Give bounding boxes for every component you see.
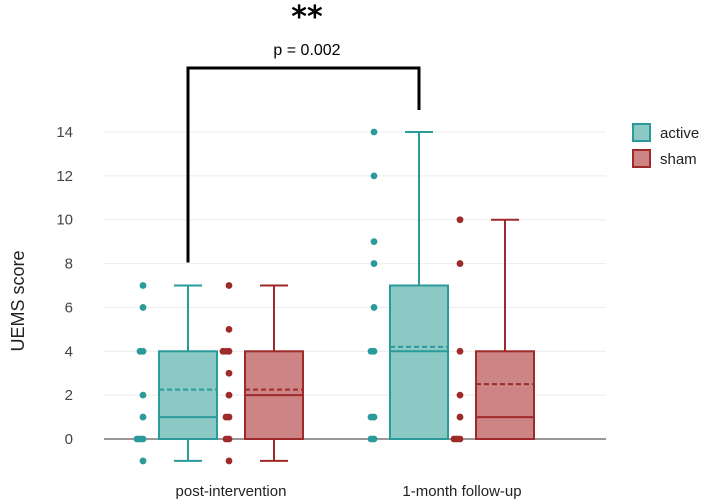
- data-point-sham: [450, 435, 458, 443]
- y-tick-label: 8: [65, 256, 73, 273]
- data-point-sham: [225, 325, 233, 333]
- data-point-sham: [456, 347, 464, 355]
- significance-stars: **: [291, 0, 323, 35]
- data-point-sham: [222, 413, 230, 421]
- data-point-active: [367, 347, 375, 355]
- x-category-label: post-intervention: [176, 483, 287, 500]
- data-point-active: [370, 304, 378, 311]
- significance-bracket: ** p = 0.002: [186, 0, 421, 263]
- data-point-active: [139, 457, 147, 465]
- data-point-sham: [456, 216, 464, 224]
- y-tick-label: 12: [56, 168, 73, 185]
- data-point-sham: [456, 413, 464, 421]
- box-sham-1: [475, 218, 535, 440]
- data-points: [133, 128, 464, 465]
- data-point-active: [139, 282, 147, 289]
- bracket-line: [186, 66, 421, 263]
- legend-label-sham: sham: [660, 151, 697, 168]
- box-active-0: [158, 284, 218, 462]
- data-point-sham: [456, 260, 464, 267]
- box-active-1: [389, 131, 449, 440]
- y-tick-label: 10: [56, 212, 73, 229]
- data-point-sham: [219, 347, 227, 355]
- y-tick-label: 0: [65, 431, 73, 448]
- data-point-sham: [225, 369, 233, 377]
- box-sham-0: [244, 284, 304, 462]
- y-tick-label: 6: [65, 299, 73, 316]
- data-point-active: [367, 435, 375, 443]
- p-value-label: p = 0.002: [273, 42, 340, 59]
- legend-swatch-sham: [632, 149, 651, 168]
- box-iqr: [389, 284, 449, 440]
- data-point-active: [133, 435, 141, 443]
- data-point-active: [370, 172, 378, 180]
- data-point-active: [367, 413, 375, 421]
- data-point-sham: [222, 435, 230, 443]
- legend: active sham: [632, 123, 699, 168]
- data-point-sham: [225, 282, 233, 289]
- data-point-sham: [225, 391, 233, 399]
- category-labels: post-intervention 1-month follow-up: [176, 483, 522, 500]
- data-point-active: [370, 128, 378, 136]
- data-point-active: [136, 347, 144, 355]
- data-point-active: [139, 413, 147, 421]
- y-tick-label: 14: [56, 124, 73, 141]
- legend-swatch-active: [632, 123, 651, 142]
- y-axis-title: UEMS score: [8, 250, 28, 351]
- x-category-label: 1-month follow-up: [402, 483, 521, 500]
- box-groups: [158, 131, 535, 462]
- box-iqr: [475, 350, 535, 440]
- box-iqr: [158, 350, 218, 440]
- data-point-active: [370, 238, 378, 246]
- data-point-active: [139, 391, 147, 399]
- data-point-sham: [456, 391, 464, 399]
- y-axis-ticks: 0 2 4 6 8 10 12 14: [56, 124, 73, 448]
- data-point-sham: [225, 457, 233, 465]
- y-tick-label: 2: [65, 387, 73, 404]
- data-point-active: [370, 260, 378, 267]
- data-point-active: [139, 304, 147, 311]
- legend-label-active: active: [660, 125, 699, 142]
- y-tick-label: 4: [65, 343, 73, 360]
